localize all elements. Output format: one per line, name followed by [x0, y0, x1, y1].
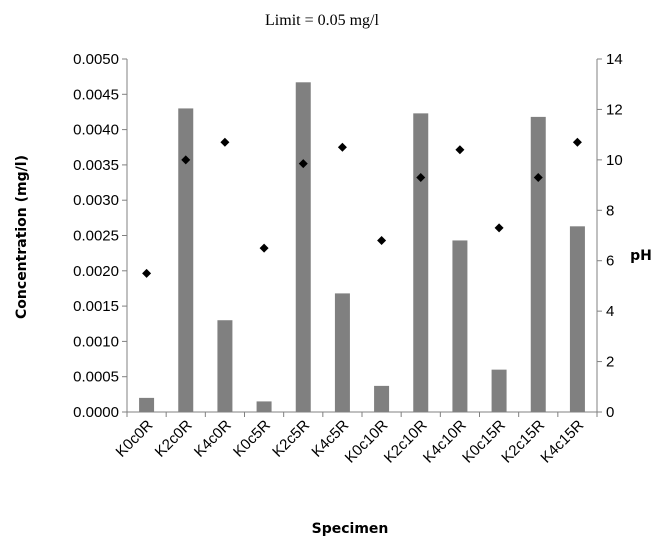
ph-point-K4c5R [337, 142, 347, 152]
bar-K4c10R [452, 240, 468, 412]
y-tick-label: 0.0050 [73, 51, 119, 68]
bar-K0c10R [374, 385, 390, 412]
bar-K4c15R [569, 226, 585, 412]
y-tick-label: 0.0045 [73, 86, 119, 103]
y2-tick-label: 6 [606, 253, 614, 270]
y2-tick-label: 0 [606, 404, 614, 421]
ph-point-K2c15R [533, 173, 543, 183]
y-tick-label: 0.0015 [73, 298, 119, 315]
ph-point-K0c5R [259, 243, 269, 253]
ph-point-K4c10R [455, 145, 465, 155]
ph-point-K4c15R [572, 137, 582, 147]
x-tick-label: K0c0R [113, 417, 157, 461]
bar-K2c5R [295, 82, 311, 413]
y-axis-title: Concentration (mg/l) [14, 155, 30, 319]
x-tick-label: K2c0R [152, 417, 196, 461]
y-tick-label: 0.0005 [73, 369, 119, 386]
ph-point-K0c0R [142, 268, 152, 278]
y2-axis-title: pH [630, 248, 652, 264]
y-tick-label: 0.0040 [73, 122, 119, 139]
x-tick-label: K4c15R [537, 417, 587, 467]
y2-tick-label: 2 [606, 354, 614, 371]
y2-tick-label: 12 [606, 101, 623, 118]
limit-annotation: Limit = 0.05 mg/l [265, 12, 379, 29]
ph-point-K0c10R [377, 236, 387, 246]
bar-K2c0R [178, 108, 194, 413]
bar-K2c15R [530, 116, 546, 412]
y-tick-label: 0.0025 [73, 228, 119, 245]
x-tick-label: K4c0R [191, 417, 235, 461]
bar-K0c0R [139, 397, 155, 412]
bar-K4c5R [334, 293, 350, 412]
y-tick-label: 0.0020 [73, 263, 119, 280]
bar-K0c15R [491, 369, 507, 412]
ph-point-K0c15R [494, 223, 504, 233]
ph-point-K2c5R [298, 159, 308, 169]
y-tick-label: 0.0010 [73, 333, 119, 350]
y-tick-label: 0.0030 [73, 192, 119, 209]
y2-tick-label: 14 [606, 51, 623, 68]
x-tick-label: K2c5R [269, 417, 313, 461]
ph-point-K2c0R [181, 155, 191, 165]
y2-tick-label: 8 [606, 202, 614, 219]
plot-area: 0.0000 0.0005 0.0010 0.0015 0.0020 0.0025 0.00… [73, 51, 623, 467]
bar-K0c5R [256, 401, 272, 412]
y-tick-label: 0.0000 [73, 404, 119, 421]
bar-K4c0R [217, 320, 233, 412]
y2-tick-label: 4 [606, 303, 614, 320]
y2-tick-label: 10 [606, 152, 623, 169]
ph-point-K2c10R [416, 173, 426, 183]
x-tick-label: K0c5R [230, 417, 274, 461]
x-axis-title: Specimen [312, 521, 389, 537]
y-tick-label: 0.0035 [73, 157, 119, 174]
ph-point-K4c0R [220, 137, 230, 147]
bar-K2c10R [413, 113, 429, 413]
